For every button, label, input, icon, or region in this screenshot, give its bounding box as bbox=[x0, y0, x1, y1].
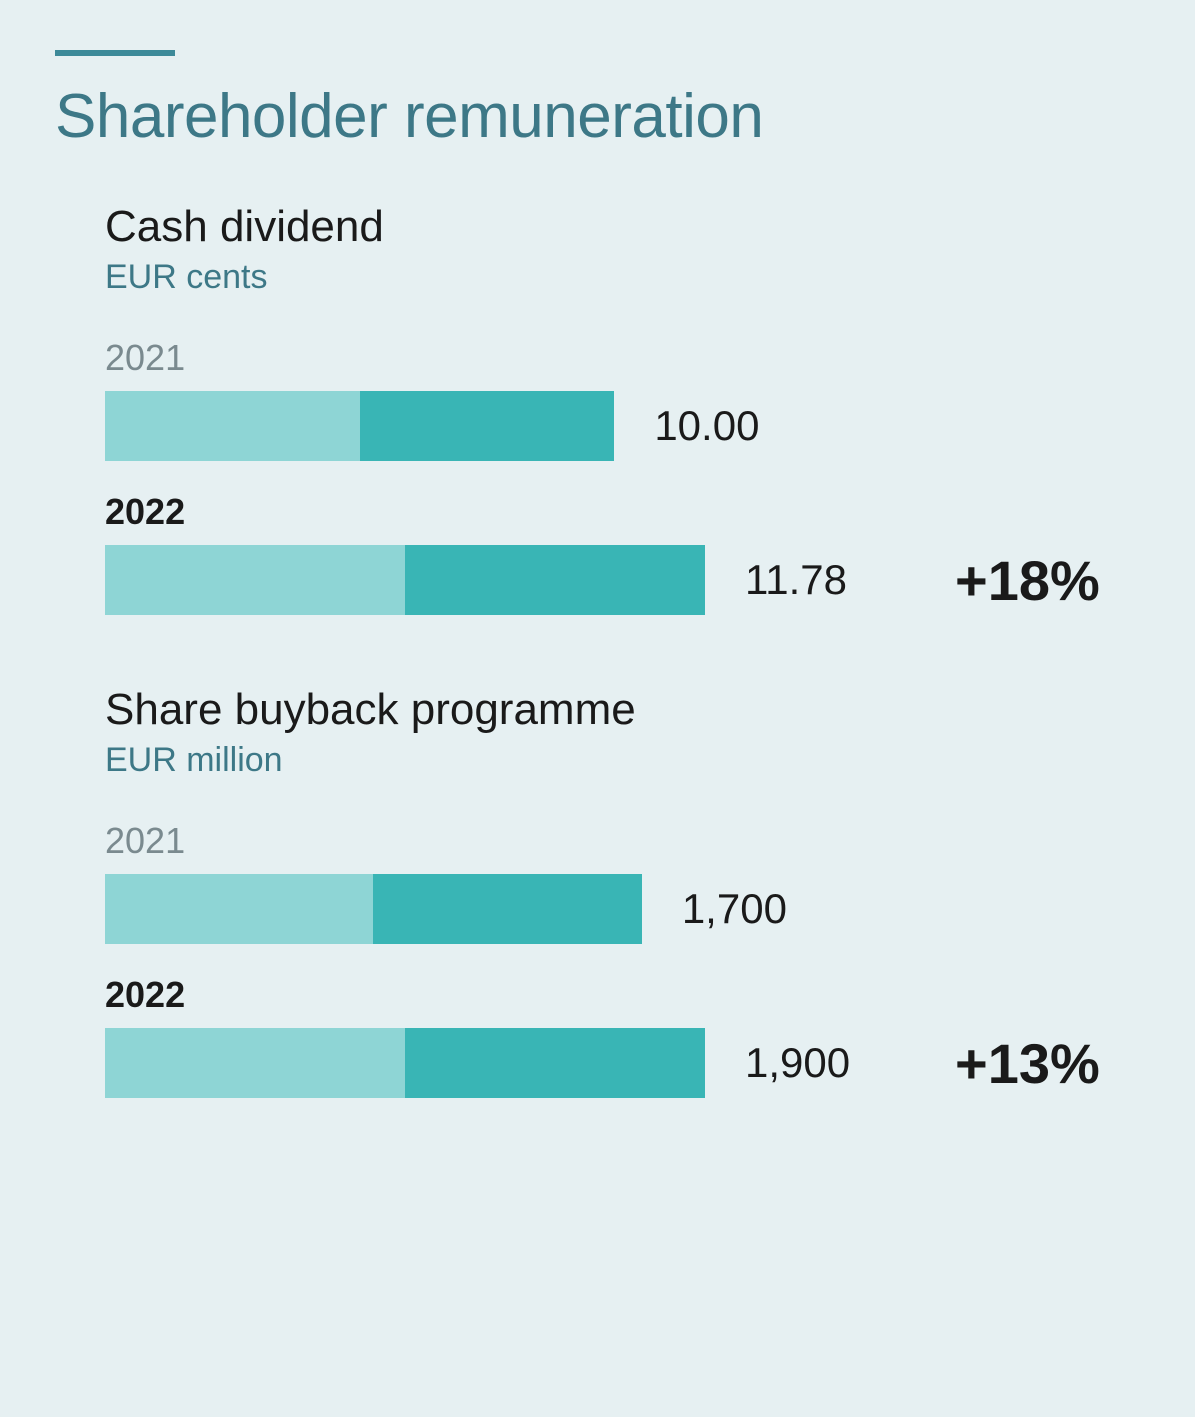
bar-label: 2022 bbox=[105, 491, 1145, 533]
bar-value: 1,900 bbox=[745, 1039, 885, 1087]
section-title: Share buyback programme bbox=[105, 685, 1145, 735]
section-unit: EUR cents bbox=[105, 258, 1145, 297]
bar-track bbox=[105, 545, 705, 615]
bar-row: 11.78 +18% bbox=[105, 545, 1145, 615]
chart-section: Cash dividend EUR cents 2021 10.00 2022 11.78… bbox=[105, 202, 1145, 615]
bar-segment-dark bbox=[405, 545, 705, 615]
page-title: Shareholder remuneration bbox=[55, 81, 1145, 152]
bar-segment-light bbox=[105, 874, 373, 944]
bar-track bbox=[105, 874, 642, 944]
bar-value: 10.00 bbox=[654, 402, 794, 450]
bar-group: 2022 1,900 +13% bbox=[105, 974, 1145, 1098]
bar-track bbox=[105, 1028, 705, 1098]
bar-track bbox=[105, 391, 614, 461]
bar-delta: +13% bbox=[955, 1031, 1100, 1096]
bar-label: 2021 bbox=[105, 820, 1145, 862]
bar-segment-light bbox=[105, 391, 360, 461]
bar-segment-dark bbox=[373, 874, 641, 944]
bar-delta: +18% bbox=[955, 548, 1100, 613]
bar-segment-light bbox=[105, 1028, 405, 1098]
section-title: Cash dividend bbox=[105, 202, 1145, 252]
bar-group: 2021 10.00 bbox=[105, 337, 1145, 461]
bar-group: 2022 11.78 +18% bbox=[105, 491, 1145, 615]
bar-segment-dark bbox=[405, 1028, 705, 1098]
bar-row: 10.00 bbox=[105, 391, 1145, 461]
bar-label: 2021 bbox=[105, 337, 1145, 379]
sections-container: Cash dividend EUR cents 2021 10.00 2022 11.78… bbox=[55, 202, 1145, 1098]
bar-value: 11.78 bbox=[745, 556, 885, 604]
accent-line bbox=[55, 50, 175, 56]
bar-row: 1,700 bbox=[105, 874, 1145, 944]
bar-row: 1,900 +13% bbox=[105, 1028, 1145, 1098]
chart-section: Share buyback programme EUR million 2021 1,… bbox=[105, 685, 1145, 1098]
section-unit: EUR million bbox=[105, 741, 1145, 780]
bar-label: 2022 bbox=[105, 974, 1145, 1016]
bar-value: 1,700 bbox=[682, 885, 822, 933]
bar-segment-dark bbox=[360, 391, 615, 461]
bar-group: 2021 1,700 bbox=[105, 820, 1145, 944]
bar-segment-light bbox=[105, 545, 405, 615]
